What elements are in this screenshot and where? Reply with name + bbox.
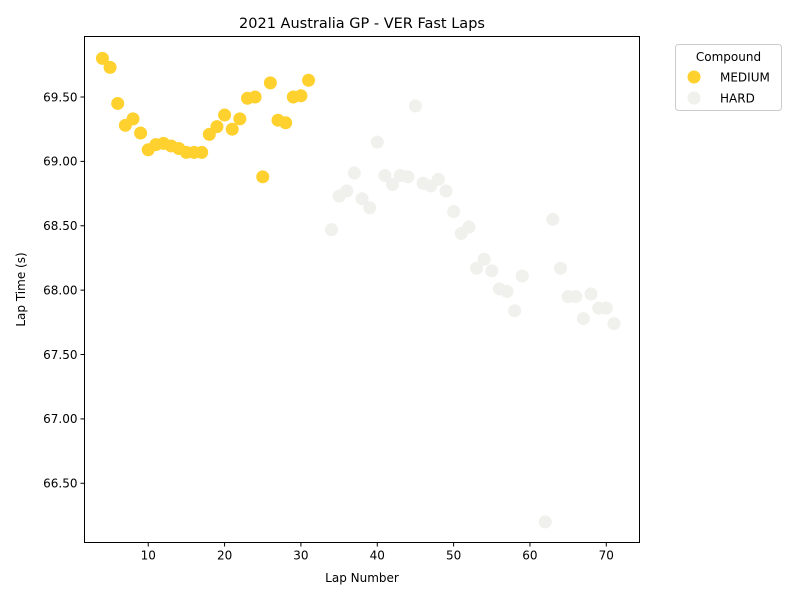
point-hard xyxy=(576,311,590,325)
point-medium xyxy=(111,96,125,110)
y-axis: 66.50 67.00 67.50 68.00 68.50 69.00 69.50 xyxy=(43,90,85,491)
point-hard xyxy=(569,290,583,304)
point-hard xyxy=(607,317,621,331)
legend: Compound MEDIUM HARD xyxy=(675,44,782,111)
point-medium xyxy=(233,112,247,126)
legend-marker-medium xyxy=(687,70,701,84)
y-tick-label: 66.50 xyxy=(43,477,77,491)
point-hard xyxy=(386,178,400,192)
point-hard xyxy=(599,301,613,315)
point-medium xyxy=(256,170,270,184)
point-hard xyxy=(500,284,514,298)
point-medium xyxy=(134,126,148,140)
point-hard xyxy=(431,172,445,186)
point-hard xyxy=(439,184,453,198)
point-hard xyxy=(447,205,461,219)
point-hard xyxy=(485,264,499,278)
point-medium xyxy=(248,90,262,104)
plot-frame xyxy=(84,36,640,543)
x-tick-label: 60 xyxy=(522,549,537,563)
legend-label-hard: HARD xyxy=(720,92,755,106)
point-hard xyxy=(408,99,422,113)
point-medium xyxy=(279,116,293,130)
point-hard xyxy=(340,184,354,198)
legend-marker-hard xyxy=(687,91,701,105)
y-tick-label: 68.00 xyxy=(43,283,77,297)
point-medium xyxy=(126,112,140,126)
y-axis-label: Lap Time (s) xyxy=(14,252,28,326)
point-medium xyxy=(95,51,109,65)
point-hard xyxy=(477,252,491,266)
point-hard xyxy=(584,287,598,301)
x-tick-label: 50 xyxy=(446,549,461,563)
point-hard xyxy=(553,261,567,275)
x-tick-label: 30 xyxy=(293,549,308,563)
x-tick-label: 70 xyxy=(599,549,614,563)
x-axis-label: Lap Number xyxy=(325,571,399,585)
x-tick-label: 20 xyxy=(217,549,232,563)
point-hard xyxy=(538,515,552,529)
y-tick-label: 69.00 xyxy=(43,155,77,169)
point-hard xyxy=(462,220,476,234)
point-hard xyxy=(370,135,384,149)
legend-frame xyxy=(675,44,782,111)
y-tick-label: 67.50 xyxy=(43,348,77,362)
point-medium xyxy=(195,145,209,159)
x-tick-label: 10 xyxy=(141,549,156,563)
y-tick-label: 68.50 xyxy=(43,219,77,233)
point-medium xyxy=(294,89,308,103)
chart-title: 2021 Australia GP - VER Fast Laps xyxy=(239,16,485,32)
point-hard xyxy=(378,169,392,183)
point-hard xyxy=(347,166,361,180)
x-axis: 10 20 30 40 50 60 70 xyxy=(141,542,614,563)
point-hard xyxy=(515,269,529,283)
scatter-points xyxy=(95,51,621,529)
point-hard xyxy=(470,261,484,275)
point-medium xyxy=(225,122,239,136)
point-hard xyxy=(508,304,522,318)
point-medium xyxy=(202,127,216,141)
legend-title: Compound xyxy=(696,50,761,64)
point-medium xyxy=(263,76,277,90)
point-hard xyxy=(324,223,338,237)
point-medium xyxy=(210,120,224,134)
x-tick-label: 40 xyxy=(370,549,385,563)
y-tick-label: 67.00 xyxy=(43,412,77,426)
point-medium xyxy=(103,60,117,74)
point-hard xyxy=(363,201,377,215)
point-hard xyxy=(355,192,369,206)
point-hard xyxy=(546,212,560,226)
legend-label-medium: MEDIUM xyxy=(720,71,770,85)
point-medium xyxy=(218,108,232,122)
point-hard xyxy=(401,170,415,184)
point-medium xyxy=(302,73,316,87)
y-tick-label: 69.50 xyxy=(43,90,77,104)
